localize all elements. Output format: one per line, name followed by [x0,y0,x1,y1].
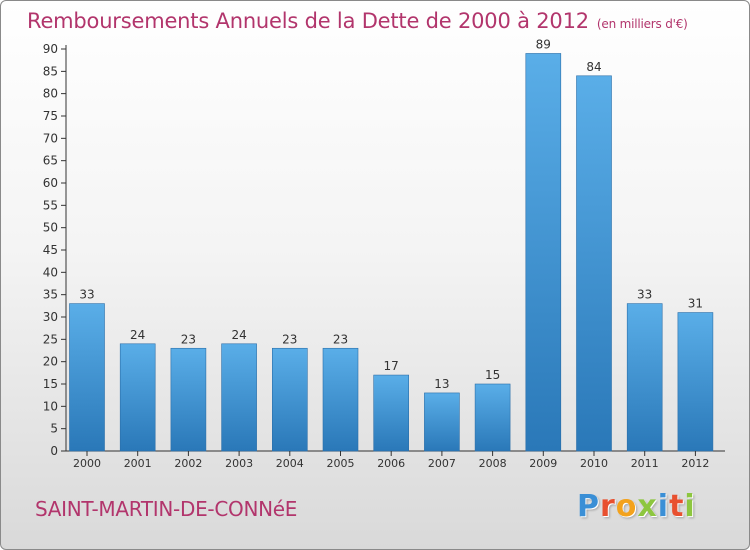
y-tick-label: 5 [50,422,58,436]
data-label: 24 [231,328,246,342]
y-tick-label: 70 [43,131,58,145]
y-tick-label: 40 [43,265,58,279]
y-tick-label: 0 [50,444,58,458]
data-label: 15 [485,368,500,382]
x-tick-label: 2004 [276,457,304,470]
x-tick-label: 2008 [479,457,507,470]
y-tick-label: 90 [43,42,58,56]
y-tick-label: 20 [43,355,58,369]
brand-letter: i [657,489,670,524]
brand-letter: x [637,489,658,524]
y-tick-label: 45 [43,243,58,257]
y-tick-label: 50 [43,221,58,235]
x-tick-label: 2002 [174,457,202,470]
y-tick-label: 80 [43,87,58,101]
data-label: 33 [79,288,94,302]
data-label: 23 [333,332,348,346]
bar [626,303,663,452]
x-tick-label: 2010 [580,457,608,470]
chart-title-text: Remboursements Annuels de la Dette de 20… [27,9,589,33]
x-tick-label: 2007 [428,457,456,470]
brand-letter: i [684,489,696,524]
y-tick-label: 75 [43,109,58,123]
y-tick-label: 25 [43,332,58,346]
data-label: 33 [637,288,652,302]
y-tick-label: 15 [43,377,58,391]
data-label: 89 [536,37,551,51]
brand-letter: o [615,489,638,524]
bar [221,343,257,452]
bar [119,343,156,452]
bar [322,347,359,452]
brand-letter: P [577,489,600,524]
brand-letter: t [669,489,685,524]
brand-letter: r [600,489,616,524]
x-tick-label: 2009 [529,457,557,470]
data-label: 24 [130,328,145,342]
x-tick-label: 2012 [681,457,709,470]
bar [424,392,460,452]
chart-title: Remboursements Annuels de la Dette de 20… [27,9,688,33]
data-label: 17 [384,359,399,373]
y-tick-label: 10 [43,399,58,413]
y-tick-label: 60 [43,176,58,190]
x-tick-label: 2005 [327,457,355,470]
y-tick-label: 85 [43,64,58,78]
bar [373,374,410,452]
bar [271,347,308,452]
brand-logo: Proxiti [577,489,696,524]
bar [474,383,511,452]
x-tick-label: 2006 [377,457,405,470]
x-tick-label: 2000 [73,457,101,470]
bar [576,75,612,452]
chart-subtitle: (en milliers d'€) [596,17,688,31]
bar [677,312,714,452]
data-label: 23 [181,332,196,346]
y-tick-label: 30 [43,310,58,324]
data-label: 31 [688,297,703,311]
y-tick-label: 55 [43,198,58,212]
x-tick-label: 2011 [631,457,659,470]
x-tick-label: 2001 [124,457,152,470]
data-label: 84 [586,60,601,74]
y-tick-label: 65 [43,154,58,168]
bar [69,303,105,452]
bar [170,347,207,452]
y-tick-label: 35 [43,288,58,302]
bar [525,53,562,452]
x-tick-label: 2003 [225,457,253,470]
data-label: 23 [282,332,297,346]
town-name: SAINT-MARTIN-DE-CONNéE [35,497,298,521]
data-label: 13 [434,377,449,391]
